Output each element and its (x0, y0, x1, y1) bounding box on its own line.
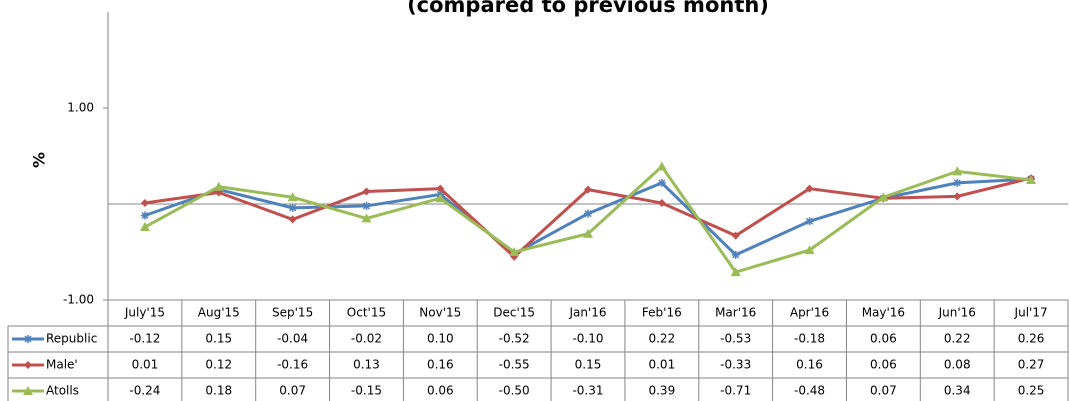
marker (953, 178, 962, 187)
marker (140, 211, 149, 220)
table-cell: 0.06 (870, 332, 897, 346)
x-tick-label: Jul'17 (1014, 306, 1048, 320)
table-cell: 0.22 (944, 332, 971, 346)
marker (878, 192, 889, 202)
table-cell: 0.15 (205, 332, 232, 346)
table-cell: -0.10 (572, 332, 603, 346)
table-cell: -0.48 (794, 384, 825, 398)
marker (731, 231, 740, 240)
marker (731, 250, 740, 259)
series-line (144, 164, 1032, 274)
x-tick-label: Jan'16 (568, 306, 606, 320)
marker (361, 213, 372, 223)
table-cell: -0.50 (499, 384, 530, 398)
legend-label: Republic (46, 332, 97, 346)
x-tick-label: Nov'15 (419, 306, 461, 320)
table-cell: 0.25 (1018, 384, 1045, 398)
marker (287, 192, 298, 202)
table-cell: -0.52 (499, 332, 530, 346)
marker (657, 199, 666, 208)
table-cell: 0.10 (427, 332, 454, 346)
table-cell: 0.01 (648, 358, 675, 372)
x-tick-label: Dec'15 (493, 306, 535, 320)
table-cell: 0.07 (279, 384, 306, 398)
table-cell: -0.33 (720, 358, 751, 372)
x-tick-label: Sep'15 (272, 306, 313, 320)
table-cell: -0.15 (351, 384, 382, 398)
marker (362, 187, 371, 196)
marker (805, 184, 814, 193)
table-cell: -0.12 (129, 332, 160, 346)
marker (24, 361, 32, 369)
marker (730, 267, 741, 277)
y-axis-label: % (30, 152, 49, 168)
table-cell: -0.31 (572, 384, 603, 398)
marker (953, 192, 962, 201)
x-tick-label: Aug'15 (198, 306, 240, 320)
marker (436, 184, 445, 193)
marker (1026, 175, 1037, 184)
table-cell: -0.18 (794, 332, 825, 346)
table-cell: -0.24 (129, 384, 160, 398)
table-cell: -0.53 (720, 332, 751, 346)
marker (288, 203, 297, 212)
x-tick-label: Feb'16 (642, 306, 682, 320)
x-tick-label: May'16 (862, 306, 905, 320)
table-cell: 0.07 (870, 384, 897, 398)
table-cell: 0.06 (427, 384, 454, 398)
marker (656, 161, 667, 171)
legend-label: Male' (46, 358, 78, 372)
table-cell: -0.71 (720, 384, 751, 398)
table-cell: 0.08 (944, 358, 971, 372)
marker (584, 209, 592, 218)
marker (23, 386, 33, 395)
marker (584, 185, 592, 194)
table-cell: 0.18 (205, 384, 232, 398)
table-cell: -0.55 (499, 358, 530, 372)
table-cell: 0.01 (132, 358, 159, 372)
marker (952, 166, 963, 176)
marker (24, 335, 32, 343)
x-tick-label: Apr'16 (790, 306, 829, 320)
marker (435, 193, 446, 203)
table-cell: 0.13 (353, 358, 380, 372)
table-cell: 0.16 (796, 358, 823, 372)
x-tick-label: Mar'16 (715, 306, 756, 320)
table-cell: -0.04 (277, 332, 308, 346)
table-cell: -0.16 (277, 358, 308, 372)
marker (657, 178, 666, 187)
marker (139, 222, 150, 232)
table-cell: 0.22 (648, 332, 675, 346)
x-tick-label: Oct'15 (347, 306, 386, 320)
table-cell: 0.15 (575, 358, 602, 372)
table-cell: 0.06 (870, 358, 897, 372)
legend-label: Atolls (46, 384, 79, 398)
marker (804, 245, 815, 255)
x-tick-label: Jun'16 (938, 306, 976, 320)
marker (140, 199, 149, 208)
y-tick-label: 1.00 (67, 101, 94, 115)
x-tick-label: July'15 (124, 306, 165, 320)
table-cell: -0.02 (351, 332, 382, 346)
table-cell: 0.34 (944, 384, 971, 398)
table-cell: 0.27 (1018, 358, 1045, 372)
table-cell: 0.39 (648, 384, 675, 398)
table-cell: 0.12 (205, 358, 232, 372)
y-tick-label: -1.00 (63, 293, 94, 307)
chart-title: (compared to previous month) (407, 0, 769, 17)
marker (583, 228, 593, 238)
marker (288, 215, 297, 224)
marker (362, 201, 371, 210)
marker (805, 217, 814, 226)
marker (213, 181, 224, 191)
table-cell: 0.26 (1018, 332, 1045, 346)
table-cell: 0.16 (427, 358, 454, 372)
marker (509, 247, 520, 256)
